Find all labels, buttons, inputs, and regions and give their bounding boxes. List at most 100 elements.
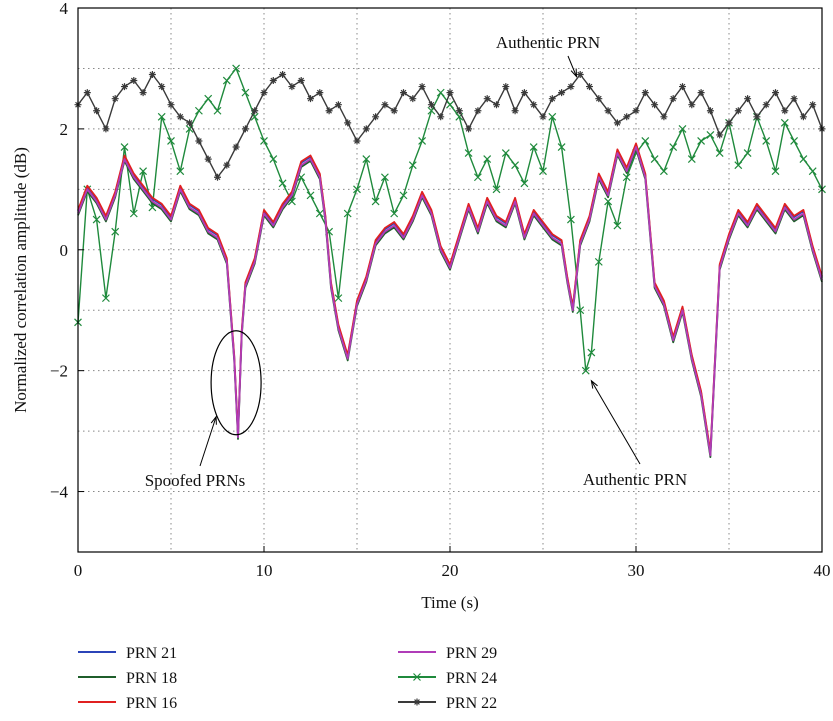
series-prn-16 — [77, 142, 823, 453]
series-marker-prn-24 — [808, 167, 817, 176]
series-marker-prn-24 — [483, 155, 492, 164]
series-marker-prn-24 — [511, 161, 520, 170]
series-marker-prn-24 — [241, 88, 250, 97]
series-marker-prn-22 — [604, 107, 612, 115]
annotation-authentic-top: Authentic PRN — [496, 33, 600, 52]
series-marker-prn-24 — [129, 209, 138, 218]
series-marker-prn-22 — [418, 83, 426, 91]
legend-item-prn-16: PRN 16 — [78, 695, 177, 712]
series-marker-prn-22 — [176, 113, 184, 121]
legend-item-prn-29: PRN 29 — [398, 645, 497, 662]
series-marker-prn-22 — [288, 83, 296, 91]
series-marker-prn-24 — [362, 155, 371, 164]
x-tick-label: 10 — [256, 561, 273, 580]
series-marker-prn-22 — [465, 125, 473, 133]
series-marker-prn-22 — [455, 107, 463, 115]
series-marker-prn-22 — [669, 95, 677, 103]
series-marker-prn-24 — [278, 179, 287, 188]
series-marker-prn-24 — [399, 191, 408, 200]
series-marker-prn-22 — [186, 119, 194, 127]
spoofed-highlight-ellipse — [210, 330, 262, 436]
series-marker-prn-22 — [316, 89, 324, 97]
series-marker-prn-22 — [269, 77, 277, 85]
series-marker-prn-24 — [167, 137, 175, 145]
series-marker-prn-24 — [706, 131, 715, 139]
series-marker-prn-24 — [408, 161, 417, 170]
legend-item-prn-22: PRN 22 — [398, 695, 497, 712]
series-marker-prn-24 — [213, 106, 222, 115]
series-marker-prn-24 — [204, 94, 213, 103]
series-marker-prn-22 — [548, 95, 556, 103]
series-marker-prn-22 — [167, 101, 175, 109]
series-marker-prn-24 — [780, 118, 789, 127]
series-marker-prn-24 — [771, 167, 780, 176]
series-line-prn-18 — [77, 147, 823, 458]
annotation-arrow-spoofed-head — [210, 415, 217, 425]
series-marker-prn-24 — [92, 215, 101, 224]
series-marker-prn-22 — [586, 83, 593, 91]
series-marker-prn-22 — [632, 107, 640, 115]
series-marker-prn-24 — [194, 106, 203, 115]
series-marker-prn-22 — [558, 89, 566, 97]
series-marker-prn-22 — [427, 101, 435, 109]
series-marker-prn-22 — [83, 89, 91, 97]
series-marker-prn-22 — [362, 125, 370, 133]
series-marker-prn-22 — [809, 101, 817, 109]
series-marker-prn-22 — [307, 95, 314, 103]
annotation-arrow-authentic-bottom — [590, 380, 641, 465]
series-marker-prn-22 — [762, 101, 770, 109]
series-marker-prn-24 — [306, 191, 315, 200]
series-marker-prn-24 — [529, 143, 538, 151]
series-marker-prn-24 — [557, 143, 566, 151]
series-marker-prn-24 — [622, 173, 631, 182]
x-tick-label: 40 — [814, 561, 831, 580]
series-marker-prn-22 — [688, 101, 696, 109]
series-marker-prn-24 — [334, 294, 343, 303]
grid — [78, 8, 822, 552]
series-marker-prn-22 — [130, 77, 138, 85]
series-marker-prn-24 — [548, 112, 557, 121]
series-marker-prn-22 — [381, 101, 389, 109]
series-marker-prn-24 — [269, 155, 278, 164]
series-marker-prn-24 — [650, 155, 659, 164]
series-marker-prn-22 — [734, 107, 742, 115]
legend-label-prn-16: PRN 16 — [126, 695, 177, 712]
series-marker-prn-22 — [446, 89, 454, 97]
series-marker-prn-24 — [111, 227, 120, 236]
series-prn-22 — [74, 70, 826, 181]
series-marker-prn-24 — [743, 149, 752, 157]
series-marker-prn-24 — [762, 137, 771, 145]
x-tick-label: 20 — [442, 561, 459, 580]
series-marker-prn-22 — [660, 113, 668, 121]
x-tick-label: 30 — [628, 561, 645, 580]
series-marker-prn-24 — [315, 209, 324, 218]
series-marker-prn-24 — [157, 112, 166, 121]
series-marker-prn-22 — [483, 95, 491, 103]
series-marker-prn-24 — [715, 149, 724, 157]
series-marker-prn-24 — [139, 167, 148, 176]
series-marker-prn-22 — [651, 101, 659, 109]
y-tick-label: 2 — [60, 120, 69, 139]
series-marker-prn-24 — [232, 64, 241, 73]
series-marker-prn-24 — [669, 143, 678, 151]
series-marker-prn-22 — [725, 119, 733, 127]
series-marker-prn-22 — [148, 70, 156, 78]
series-marker-prn-24 — [390, 209, 399, 218]
annotation-arrow-authentic-top — [567, 55, 577, 77]
series-marker-prn-24 — [799, 155, 808, 164]
y-tick-label: 4 — [60, 0, 69, 18]
x-axis-label: Time (s) — [421, 593, 478, 612]
legend-marker-prn-22 — [413, 698, 421, 706]
series-marker-prn-24 — [436, 88, 445, 97]
series-marker-prn-24 — [176, 167, 185, 176]
series-marker-prn-24 — [260, 137, 268, 145]
series-marker-prn-22 — [520, 89, 528, 97]
series-marker-prn-22 — [772, 89, 779, 97]
series-prn-29 — [77, 146, 823, 457]
series-marker-prn-24 — [380, 173, 389, 182]
y-tick-label: −4 — [50, 483, 69, 502]
series-marker-prn-24 — [101, 294, 110, 303]
series-marker-prn-24 — [604, 197, 613, 206]
series-marker-prn-22 — [697, 89, 705, 97]
series-marker-prn-24 — [734, 161, 743, 170]
